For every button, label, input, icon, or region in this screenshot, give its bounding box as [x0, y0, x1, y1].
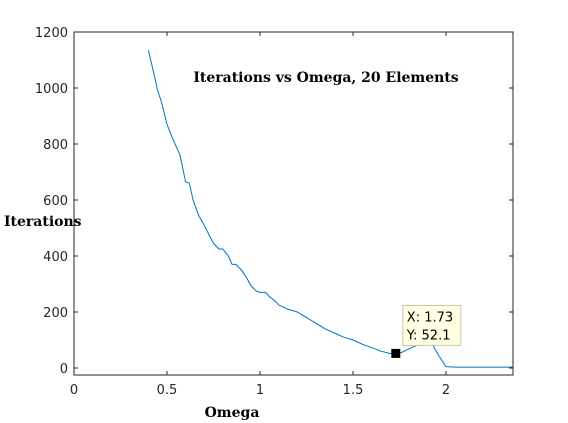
y-tick-label: 200 — [43, 306, 68, 321]
x-tick-label: 0 — [70, 383, 78, 398]
y-tick-label: 1200 — [35, 26, 68, 41]
tick-labels: 0 0.5 1 1.5 2 0 200 400 600 800 1000 1200 — [35, 26, 450, 398]
x-tick-label: 0.5 — [157, 383, 178, 398]
y-tick-label: 800 — [43, 138, 68, 153]
axis-ticks — [73, 31, 513, 375]
y-axis-label: Iterations — [4, 214, 82, 230]
y-tick-label: 0 — [60, 362, 68, 377]
x-tick-label: 1 — [256, 383, 264, 398]
chart-title: Iterations vs Omega, 20 Elements — [193, 70, 458, 86]
y-tick-label: 400 — [43, 250, 68, 265]
x-axis-label: Omega — [205, 405, 260, 421]
y-tick-label: 1000 — [35, 82, 68, 97]
x-tick-label: 1.5 — [343, 383, 364, 398]
datatip-y-value: Y: 52.1 — [406, 328, 451, 343]
datatip-x-value: X: 1.73 — [407, 310, 453, 325]
x-tick-label: 2 — [442, 383, 450, 398]
datatip-box — [402, 304, 462, 346]
series-line — [147, 50, 513, 368]
datatip: X: 1.73 Y: 52.1 — [402, 304, 462, 346]
datatip-marker[interactable] — [391, 348, 401, 358]
y-tick-label: 600 — [43, 194, 68, 209]
